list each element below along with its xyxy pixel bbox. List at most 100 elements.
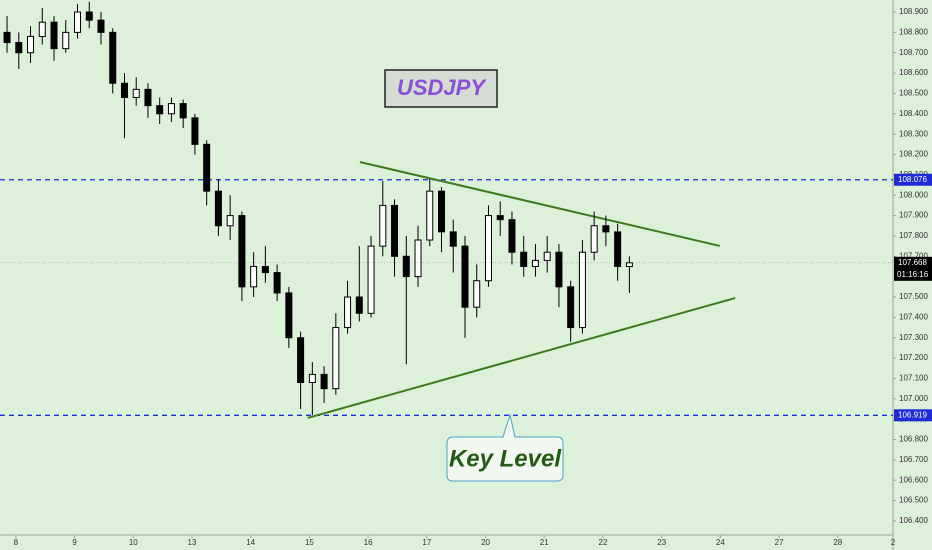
candle-body [426, 190, 434, 241]
y-tick-label: 108.300 [899, 129, 928, 138]
y-tick-label: 106.500 [899, 496, 928, 505]
candle-body [355, 296, 363, 314]
callout-box [446, 413, 564, 482]
candle-body [379, 204, 387, 247]
candle-body [156, 105, 164, 115]
candle-body [144, 88, 152, 107]
current-price-label: 107.668 [898, 258, 927, 267]
y-tick-label: 107.400 [899, 312, 928, 321]
candle-body [50, 21, 58, 50]
x-tick-label: 21 [540, 538, 549, 547]
candle-body [167, 103, 175, 115]
level-tag-label: 108.076 [898, 175, 927, 184]
y-tick-label: 108.000 [899, 190, 928, 199]
x-tick-label: 16 [364, 538, 373, 547]
x-tick-label: 28 [833, 538, 842, 547]
level-tag-label: 106.919 [898, 410, 927, 419]
candle-body [120, 82, 128, 99]
candle-body [567, 286, 575, 329]
x-tick-label: 13 [188, 538, 197, 547]
candle-body [614, 231, 622, 267]
candle-body [297, 337, 305, 384]
y-tick-label: 107.300 [899, 333, 928, 342]
candle-body [238, 215, 246, 288]
candle-body [402, 255, 410, 278]
candle-body [191, 117, 199, 145]
x-tick-label: 15 [305, 538, 314, 547]
candle-body [62, 31, 70, 50]
candle-body [109, 31, 117, 84]
x-tick-label: 10 [129, 538, 138, 547]
candle-body [367, 245, 375, 314]
candle-body [602, 225, 610, 233]
level-tag [894, 409, 932, 422]
candle-body [508, 219, 516, 253]
candle-body [214, 190, 222, 227]
y-tick-label: 107.800 [899, 231, 928, 240]
trendline [359, 161, 721, 247]
candle-body [438, 190, 446, 233]
y-tick-label: 107.000 [899, 394, 928, 403]
x-tick-label: 8 [14, 538, 19, 547]
y-tick-label: 108.400 [899, 109, 928, 118]
candle-body [391, 204, 399, 257]
current-price-tag [894, 256, 932, 281]
candle-body [179, 103, 187, 119]
y-tick-label: 106.700 [899, 455, 928, 464]
candle-body [555, 251, 563, 288]
y-tick-label: 107.100 [899, 374, 928, 383]
y-tick-label: 107.700 [899, 251, 928, 260]
candle-body [15, 42, 23, 54]
y-tick-label: 107.500 [899, 292, 928, 301]
y-tick-label: 107.200 [899, 353, 928, 362]
candle-body [273, 272, 281, 294]
candle-body [203, 143, 211, 192]
callout-label: Key Level [449, 445, 562, 472]
y-tick-label: 108.600 [899, 68, 928, 77]
level-tag [894, 173, 932, 186]
y-tick-label: 106.600 [899, 475, 928, 484]
y-tick-label: 108.500 [899, 89, 928, 98]
candle-body [496, 215, 504, 221]
y-tick-label: 108.200 [899, 150, 928, 159]
candle-body [261, 265, 269, 274]
candle-body [473, 280, 481, 308]
y-tick-label: 107.900 [899, 211, 928, 220]
candle-body [226, 215, 234, 227]
x-tick-label: 22 [599, 538, 608, 547]
candle-body [3, 31, 11, 44]
candle-body [578, 251, 586, 329]
candle-body [85, 11, 93, 21]
x-tick-label: 9 [72, 538, 77, 547]
candle-body [449, 231, 457, 247]
y-tick-label: 106.400 [899, 516, 928, 525]
candle-body [414, 239, 422, 278]
x-tick-label: 24 [716, 538, 725, 547]
candle-body [73, 11, 81, 33]
x-tick-label: 23 [657, 538, 666, 547]
candle-body [344, 296, 352, 329]
candle-body [543, 251, 551, 261]
x-tick-label: 20 [481, 538, 490, 547]
candle-body [590, 225, 598, 253]
candle-body [308, 373, 316, 384]
symbol-label: USDJPY [397, 75, 487, 100]
x-tick-label: 14 [246, 538, 255, 547]
y-tick-label: 106.800 [899, 435, 928, 444]
symbol-box [384, 69, 498, 108]
candle-body [461, 245, 469, 308]
y-tick-label: 108.900 [899, 7, 928, 16]
candle-body [320, 373, 328, 390]
candle-body [250, 265, 258, 288]
candle-body [38, 21, 46, 37]
candle-body [484, 215, 492, 282]
candle-body [520, 251, 528, 267]
y-tick-label: 108.700 [899, 48, 928, 57]
candle-body [132, 88, 140, 99]
trendline [307, 297, 736, 419]
countdown-label: 01:16:16 [897, 270, 929, 279]
candle-body [332, 327, 340, 390]
candle-body [27, 35, 35, 54]
